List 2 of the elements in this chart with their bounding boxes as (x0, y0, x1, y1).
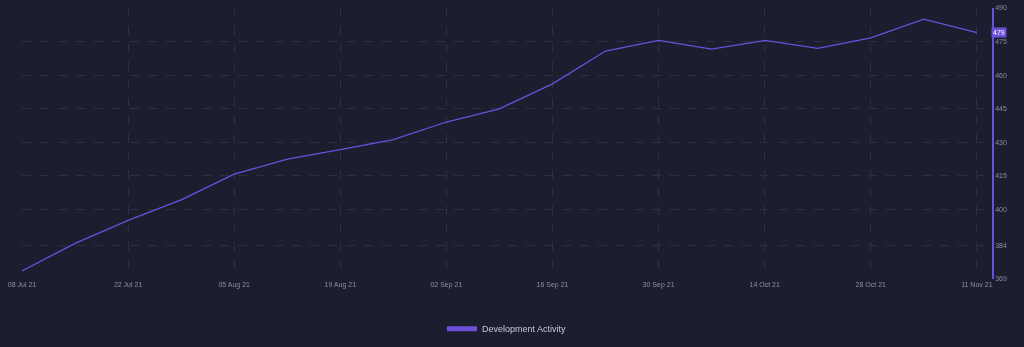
line-series (22, 18, 978, 272)
legend-label: Development Activity (482, 324, 567, 335)
